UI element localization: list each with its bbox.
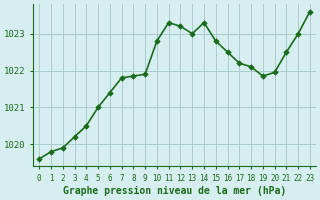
X-axis label: Graphe pression niveau de la mer (hPa): Graphe pression niveau de la mer (hPa) [63,186,286,196]
